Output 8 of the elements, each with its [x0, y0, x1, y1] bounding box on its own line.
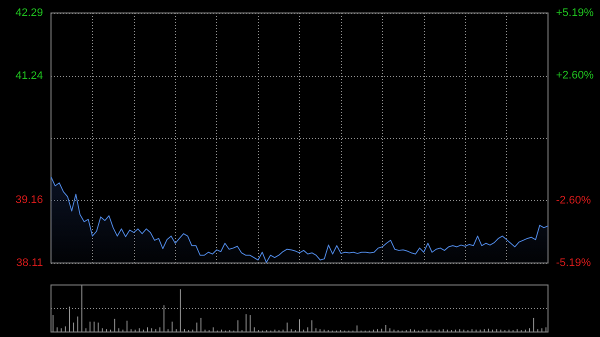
y2-tick-label: -2.60%	[556, 194, 592, 207]
y2-tick-label: +2.60%	[556, 69, 594, 82]
y2-tick-label: -5.19%	[556, 257, 592, 269]
y-tick-label: 42.29	[15, 7, 43, 19]
y-tick-label: 41.24	[15, 70, 43, 82]
y-tick-label: 39.16	[15, 194, 43, 206]
y2-tick-label: +5.19%	[556, 7, 594, 19]
y-tick-label: 38.11	[16, 257, 43, 269]
